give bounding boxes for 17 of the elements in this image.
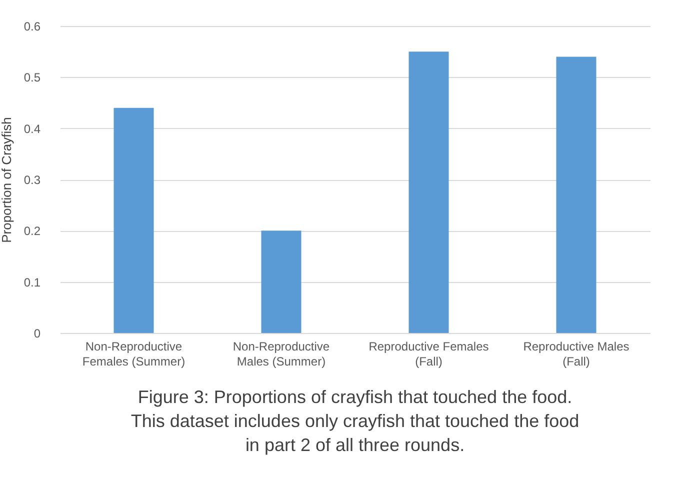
bar xyxy=(556,56,596,333)
x-tick-label: Non-Reproductive Males (Summer) xyxy=(232,340,330,368)
y-tick-label: 0.3 xyxy=(24,173,41,187)
y-tick-label: 0.4 xyxy=(24,122,41,136)
x-tick-label: Reproductive Males (Fall) xyxy=(523,340,630,368)
y-tick-label: 0 xyxy=(34,326,41,340)
bar xyxy=(408,52,449,333)
y-tick-label: 0.2 xyxy=(24,224,41,238)
y-tick-label: 0.1 xyxy=(24,275,41,290)
bar xyxy=(261,230,302,333)
y-axis-title: Proportion of Crayfish xyxy=(0,117,14,243)
bar xyxy=(114,108,154,333)
x-tick-label: Reproductive Females (Fall) xyxy=(368,340,489,368)
text: Figure 3: Proportions of crayfish that touched the food. This dataset includes only crayfish that touched the food in part 2 of all three rounds. xyxy=(130,387,580,455)
y-tick-label: 0.5 xyxy=(24,70,41,85)
y-tick-label: 0.6 xyxy=(24,20,41,34)
x-tick-label: Non-Reproductive Females (Summer) xyxy=(82,340,186,368)
